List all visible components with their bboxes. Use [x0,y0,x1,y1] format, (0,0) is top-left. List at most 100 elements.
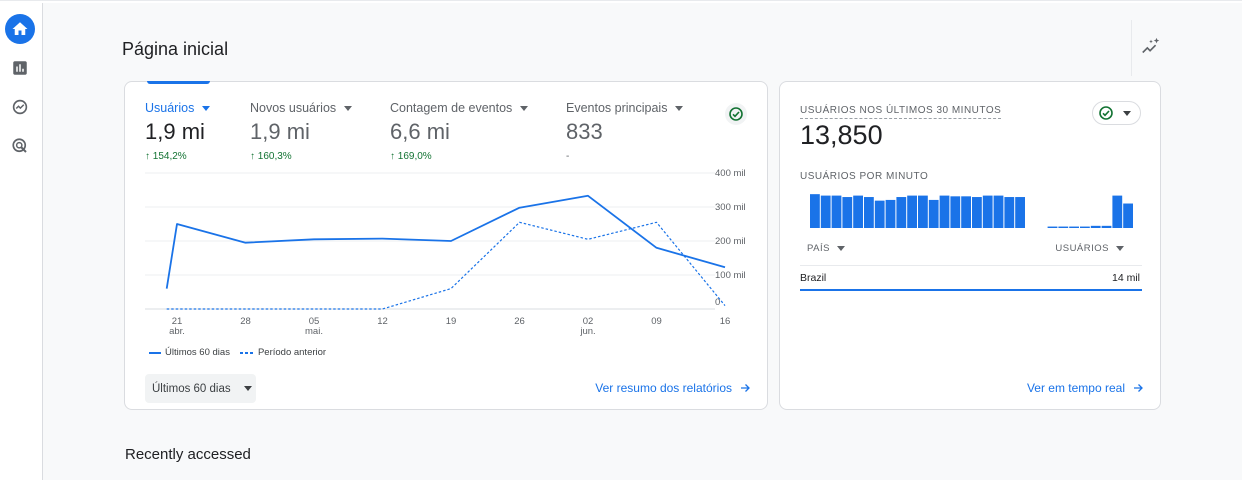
x-tick-label: 12 [377,316,388,327]
chart-legend: Últimos 60 dias Período anterior [149,347,326,358]
table-cell-users: 14 mil [1111,272,1140,284]
metric-label: Novos usuários [250,101,337,115]
minute-bar[interactable] [907,195,917,228]
minute-bar[interactable] [1015,197,1025,228]
view-reports-summary-link[interactable]: Ver resumo dos relatórios [595,381,751,395]
minute-bar[interactable] [853,195,863,228]
chevron-down-icon [1116,246,1124,251]
arrow-up-icon: ↑ [145,151,150,162]
minute-bar[interactable] [896,197,907,228]
minute-bar[interactable] [1058,226,1069,228]
x-tick-label: 19 [446,316,457,327]
chevron-down-icon [344,105,353,111]
minute-bar[interactable] [972,197,982,228]
link-label: Ver resumo dos relatórios [595,381,732,395]
table-cell-country: Brazil [800,272,827,284]
minute-bar[interactable] [864,197,874,228]
x-tick-label: 21 [172,316,183,327]
chevron-down-icon [675,105,684,111]
minute-bar[interactable] [820,195,831,228]
metric-key-events[interactable]: Eventos principais 833 - [566,101,684,162]
nav-home[interactable] [5,14,35,44]
realtime-title[interactable]: USUÁRIOS NOS ÚLTIMOS 30 MINUTOS [800,105,1002,119]
metric-value: 1,9 mi [250,119,310,144]
column-label: USUÁRIOS [1055,243,1109,254]
chevron-down-icon [520,105,529,111]
arrow-up-icon: ↑ [250,151,255,162]
recently-accessed-heading: Recently accessed [125,446,251,463]
metric-label: Eventos principais [566,101,668,115]
metric-label: Usuários [145,101,195,115]
chevron-down-icon [1123,110,1131,116]
x-tick-label: 09 [651,316,662,327]
metric-new-users[interactable]: Novos usuários 1,9 mi ↑ 160,3% [250,101,353,162]
link-label: Ver em tempo real [1026,381,1125,395]
realtime-status-dropdown[interactable] [1092,101,1141,125]
explore-icon [12,99,28,115]
data-quality-status[interactable] [725,103,747,125]
arrow-right-icon [741,384,750,392]
column-label: PAÍS [807,243,830,254]
minute-bar[interactable] [1080,226,1090,228]
metric-event-count[interactable]: Contagem de eventos 6,6 mi ↑ 169,0% [390,101,529,162]
minute-bar[interactable] [1101,225,1112,228]
minute-bar[interactable] [874,200,885,228]
column-header-country[interactable]: PAÍS [807,243,845,254]
minute-bar[interactable] [1123,203,1133,228]
chevron-down-icon [836,246,845,251]
nav-advertising[interactable] [5,131,35,161]
nav-reports[interactable] [5,53,35,83]
x-tick-label: 02 [583,316,594,327]
y-tick-label: 0 [715,297,720,308]
y-tick-label: 200 mil [715,236,746,247]
minute-bar[interactable] [1047,226,1058,228]
metric-change: 160,3% [257,151,292,162]
metric-change: - [566,151,570,162]
y-tick-label: 400 mil [715,168,746,179]
minute-bar[interactable] [918,195,928,228]
date-range-dropdown[interactable]: Últimos 60 dias [145,374,256,403]
nav-explore[interactable] [5,92,35,122]
minute-bar[interactable] [1090,225,1101,228]
minute-bar[interactable] [1069,226,1079,228]
chevron-down-icon [243,386,252,391]
x-tick-sublabel: abr. [169,326,185,337]
minute-bar[interactable] [842,197,853,228]
legend-label: Últimos 60 dias [165,347,230,358]
metric-change: 154,2% [152,151,187,162]
insights-sparkle-icon [1142,37,1160,54]
minute-bar[interactable] [885,199,896,228]
chevron-down-icon [202,105,211,111]
x-tick-sublabel: mai. [305,326,323,337]
minute-bar[interactable] [928,199,939,228]
minute-bar[interactable] [982,195,993,228]
minute-bar[interactable] [810,194,820,228]
view-realtime-link[interactable]: Ver em tempo real [1027,381,1144,395]
table-row-share-bar [800,289,1142,291]
table-divider [800,265,1142,266]
users-per-minute-title: USUÁRIOS POR MINUTO [800,171,929,182]
minute-bar[interactable] [1112,195,1123,228]
series-line-previous [166,221,726,310]
check-circle-icon [729,107,743,121]
selected-metric-indicator [147,81,210,84]
minute-bar[interactable] [950,196,961,228]
minute-bar[interactable] [961,196,971,228]
page-title: Página inicial [122,39,229,59]
metric-users[interactable]: Usuários 1,9 mi ↑ 154,2% [145,101,211,162]
minute-bar[interactable] [1004,197,1015,228]
minute-bar[interactable] [993,195,1004,228]
legend-previous: Período anterior [239,347,326,358]
arrow-right-icon [1134,384,1143,392]
x-tick-label: 26 [514,316,525,327]
reports-icon [13,61,27,75]
minute-bar[interactable] [831,195,842,228]
series-line-current [165,194,726,289]
column-header-users[interactable]: USUÁRIOS [1055,243,1124,254]
check-circle-icon [1099,106,1113,120]
minute-bar[interactable] [939,195,950,228]
x-tick-label: 05 [309,316,320,327]
insights-button[interactable] [1140,36,1162,58]
metric-label: Contagem de eventos [390,101,513,115]
